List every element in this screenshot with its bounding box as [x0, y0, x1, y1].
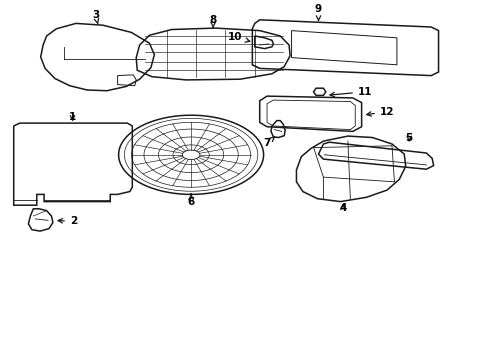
Text: 2: 2 — [58, 216, 77, 226]
Text: 7: 7 — [263, 137, 274, 148]
Text: 3: 3 — [92, 10, 99, 23]
Text: 4: 4 — [339, 203, 347, 213]
Text: 8: 8 — [210, 15, 217, 28]
Text: 1: 1 — [69, 112, 76, 122]
Text: 9: 9 — [315, 4, 322, 20]
Text: 10: 10 — [228, 32, 250, 42]
Text: 5: 5 — [406, 132, 413, 143]
Text: 12: 12 — [367, 107, 394, 117]
Text: 11: 11 — [330, 87, 372, 97]
Text: 6: 6 — [188, 194, 195, 207]
